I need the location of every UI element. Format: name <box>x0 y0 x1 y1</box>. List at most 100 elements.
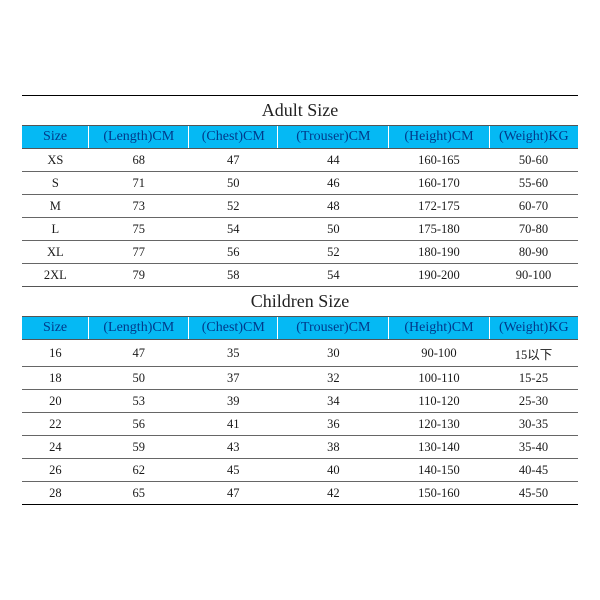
children-header-row: Size (Length)CM (Chest)CM (Trouser)CM (H… <box>22 317 578 340</box>
table-row: XL 77 56 52 180-190 80-90 <box>22 241 578 264</box>
cell: 2XL <box>22 264 89 287</box>
cell: 47 <box>189 482 278 505</box>
cell: M <box>22 195 89 218</box>
cell: 54 <box>278 264 389 287</box>
cell: 180-190 <box>389 241 489 264</box>
cell: 160-165 <box>389 149 489 172</box>
cell: XS <box>22 149 89 172</box>
col-height: (Height)CM <box>389 317 489 340</box>
cell: 18 <box>22 367 89 390</box>
cell: 110-120 <box>389 390 489 413</box>
cell: 53 <box>89 390 189 413</box>
cell: 30 <box>278 340 389 367</box>
col-chest: (Chest)CM <box>189 317 278 340</box>
cell: 56 <box>189 241 278 264</box>
adult-header-row: Size (Length)CM (Chest)CM (Trouser)CM (H… <box>22 126 578 149</box>
cell: 15以下 <box>489 340 578 367</box>
cell: 16 <box>22 340 89 367</box>
cell: 160-170 <box>389 172 489 195</box>
cell: 44 <box>278 149 389 172</box>
table-row: 28 65 47 42 150-160 45-50 <box>22 482 578 505</box>
cell: 32 <box>278 367 389 390</box>
cell: 47 <box>189 149 278 172</box>
cell: 150-160 <box>389 482 489 505</box>
children-body: 16 47 35 30 90-100 15以下 18 50 37 32 100-… <box>22 340 578 505</box>
cell: 65 <box>89 482 189 505</box>
cell: 70-80 <box>489 218 578 241</box>
cell: 39 <box>189 390 278 413</box>
cell: 50 <box>278 218 389 241</box>
col-chest: (Chest)CM <box>189 126 278 149</box>
cell: 47 <box>89 340 189 367</box>
cell: 41 <box>189 413 278 436</box>
cell: 172-175 <box>389 195 489 218</box>
cell: 30-35 <box>489 413 578 436</box>
size-chart-container: Adult Size Size (Length)CM (Chest)CM (Tr… <box>22 95 578 505</box>
cell: 100-110 <box>389 367 489 390</box>
table-row: 26 62 45 40 140-150 40-45 <box>22 459 578 482</box>
cell: 40 <box>278 459 389 482</box>
table-row: L 75 54 50 175-180 70-80 <box>22 218 578 241</box>
table-row: 22 56 41 36 120-130 30-35 <box>22 413 578 436</box>
cell: 50 <box>189 172 278 195</box>
cell: 59 <box>89 436 189 459</box>
cell: 43 <box>189 436 278 459</box>
cell: 46 <box>278 172 389 195</box>
cell: 35 <box>189 340 278 367</box>
cell: 77 <box>89 241 189 264</box>
adult-size-table: Size (Length)CM (Chest)CM (Trouser)CM (H… <box>22 126 578 286</box>
col-weight: (Weight)KG <box>489 317 578 340</box>
cell: 20 <box>22 390 89 413</box>
cell: 42 <box>278 482 389 505</box>
cell: 56 <box>89 413 189 436</box>
table-row: XS 68 47 44 160-165 50-60 <box>22 149 578 172</box>
cell: 71 <box>89 172 189 195</box>
cell: 25-30 <box>489 390 578 413</box>
cell: 50 <box>89 367 189 390</box>
cell: 60-70 <box>489 195 578 218</box>
cell: 40-45 <box>489 459 578 482</box>
table-row: 24 59 43 38 130-140 35-40 <box>22 436 578 459</box>
cell: 38 <box>278 436 389 459</box>
cell: 130-140 <box>389 436 489 459</box>
cell: 175-180 <box>389 218 489 241</box>
cell: L <box>22 218 89 241</box>
cell: 52 <box>189 195 278 218</box>
cell: 62 <box>89 459 189 482</box>
cell: XL <box>22 241 89 264</box>
cell: 90-100 <box>489 264 578 287</box>
children-title: Children Size <box>22 286 578 317</box>
cell: 79 <box>89 264 189 287</box>
cell: 120-130 <box>389 413 489 436</box>
cell: 50-60 <box>489 149 578 172</box>
col-length: (Length)CM <box>89 317 189 340</box>
col-trouser: (Trouser)CM <box>278 126 389 149</box>
cell: 26 <box>22 459 89 482</box>
cell: 52 <box>278 241 389 264</box>
adult-title: Adult Size <box>22 96 578 126</box>
cell: 73 <box>89 195 189 218</box>
cell: 140-150 <box>389 459 489 482</box>
cell: 35-40 <box>489 436 578 459</box>
cell: 37 <box>189 367 278 390</box>
cell: 80-90 <box>489 241 578 264</box>
cell: 48 <box>278 195 389 218</box>
cell: 58 <box>189 264 278 287</box>
table-row: 18 50 37 32 100-110 15-25 <box>22 367 578 390</box>
cell: S <box>22 172 89 195</box>
table-row: 20 53 39 34 110-120 25-30 <box>22 390 578 413</box>
cell: 75 <box>89 218 189 241</box>
col-size: Size <box>22 126 89 149</box>
table-row: M 73 52 48 172-175 60-70 <box>22 195 578 218</box>
cell: 90-100 <box>389 340 489 367</box>
table-row: S 71 50 46 160-170 55-60 <box>22 172 578 195</box>
col-trouser: (Trouser)CM <box>278 317 389 340</box>
cell: 45 <box>189 459 278 482</box>
table-row: 2XL 79 58 54 190-200 90-100 <box>22 264 578 287</box>
cell: 55-60 <box>489 172 578 195</box>
col-height: (Height)CM <box>389 126 489 149</box>
col-weight: (Weight)KG <box>489 126 578 149</box>
table-row: 16 47 35 30 90-100 15以下 <box>22 340 578 367</box>
cell: 190-200 <box>389 264 489 287</box>
cell: 54 <box>189 218 278 241</box>
